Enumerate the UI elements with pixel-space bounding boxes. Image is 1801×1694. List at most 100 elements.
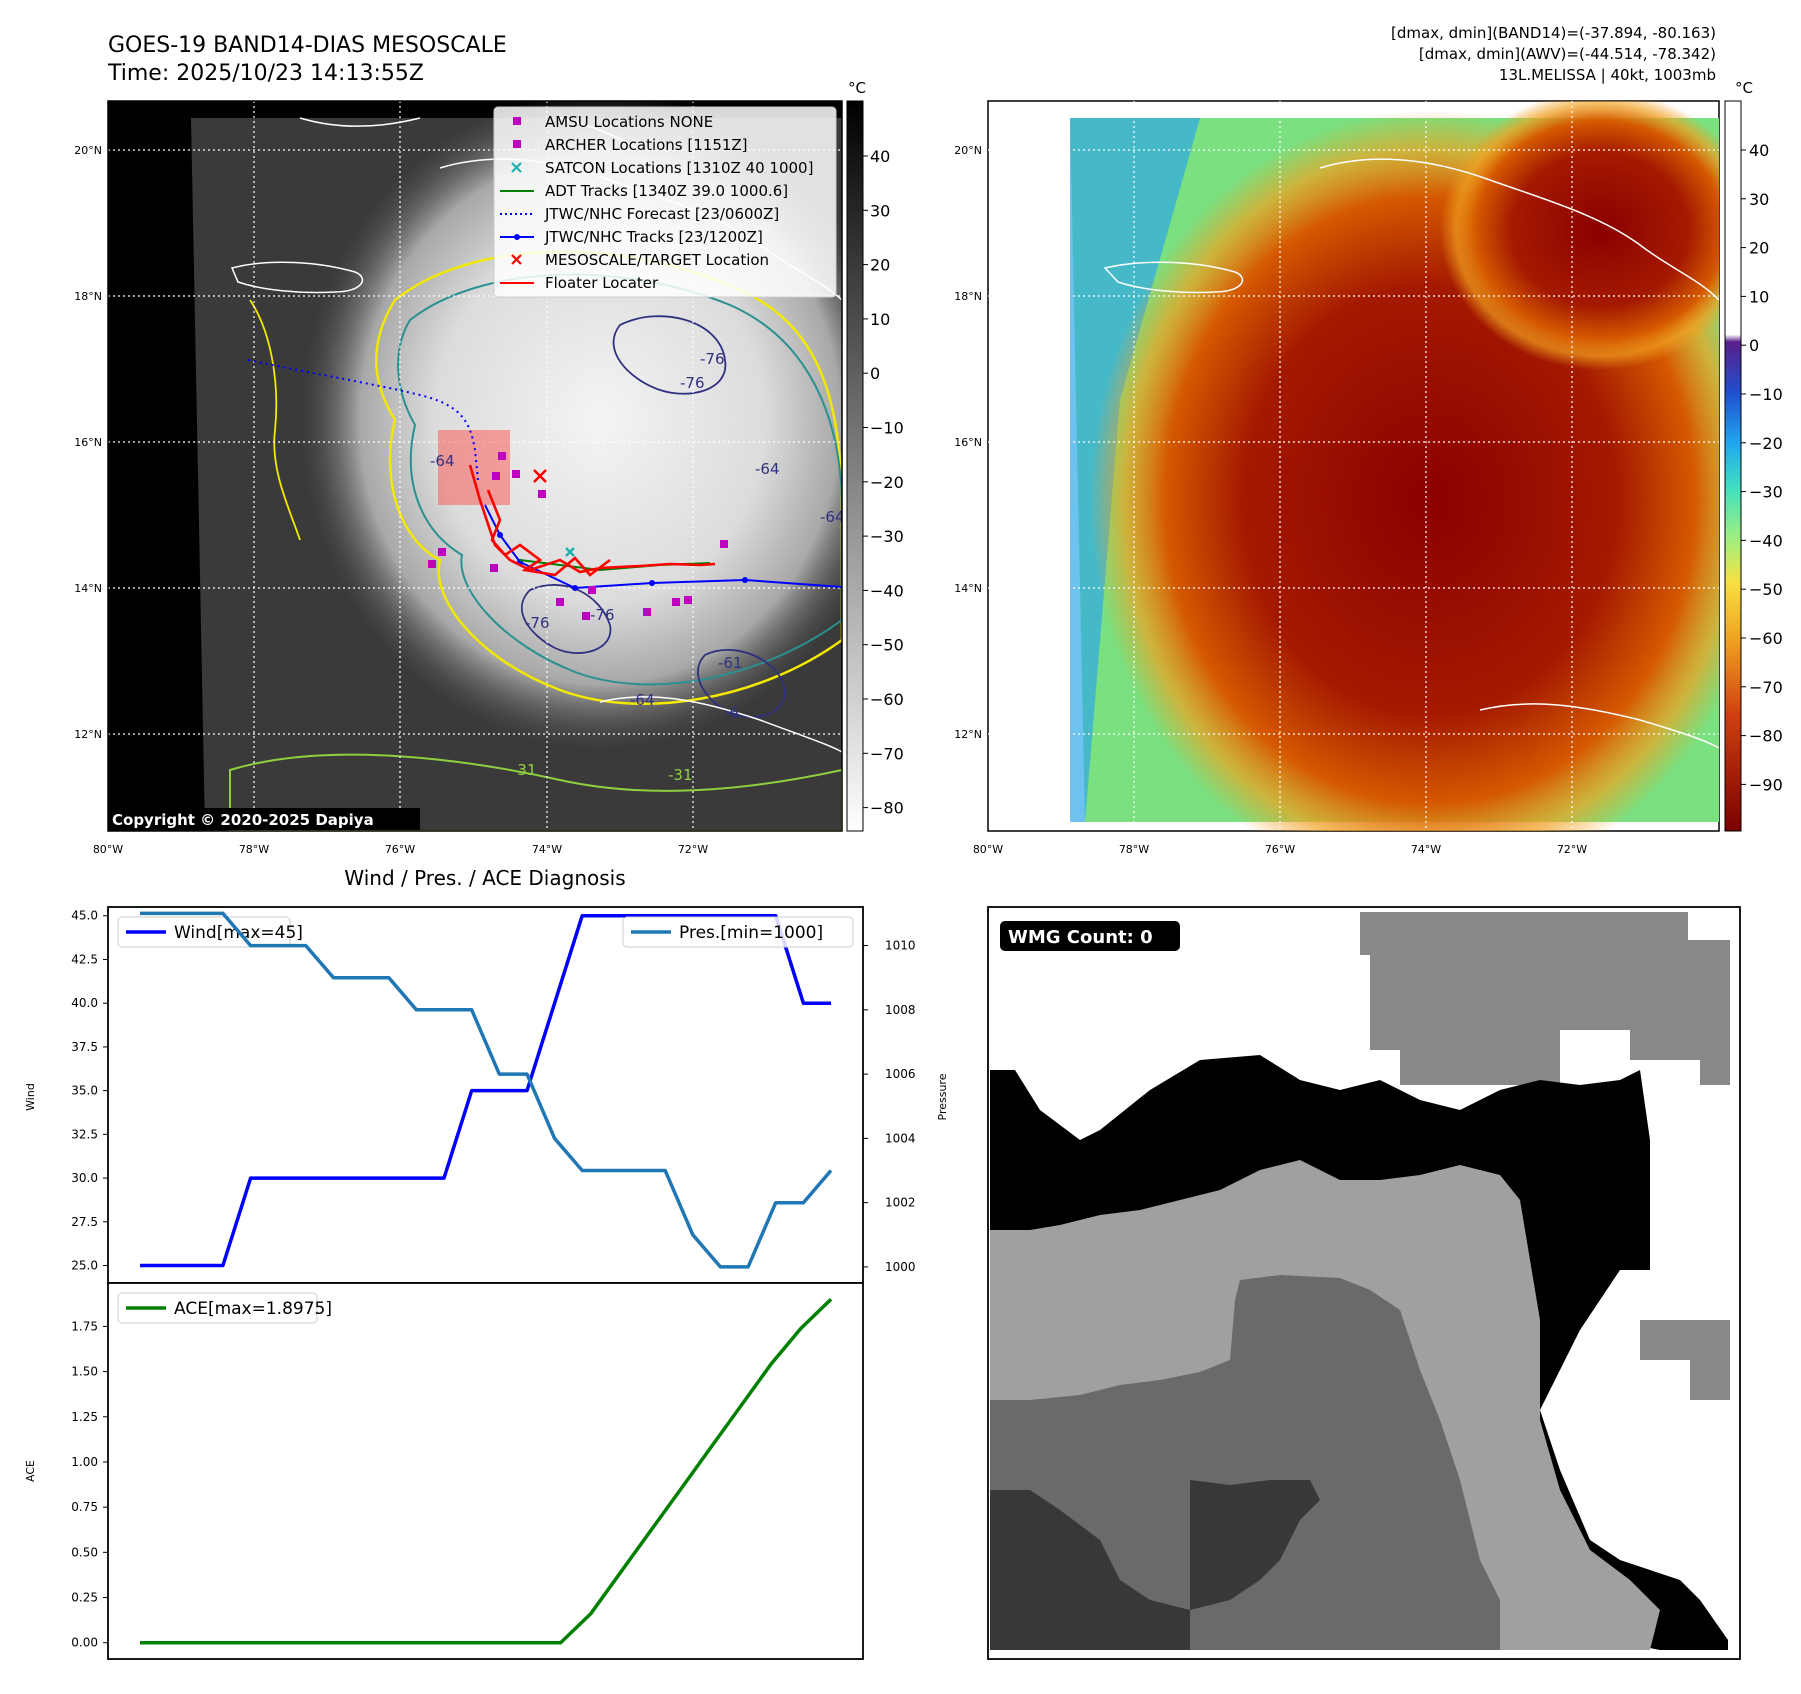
lon-tick-label: 78°W (1119, 843, 1149, 856)
contour-label: -64 (755, 460, 780, 478)
colorbar-tick-label: −30 (1749, 483, 1783, 502)
y-tick-label: 0.50 (71, 1545, 98, 1559)
legend-square-marker (513, 117, 521, 125)
series-line (140, 1298, 833, 1645)
colorbar-tick-label: −50 (870, 636, 904, 655)
colorbar-tick-label: −40 (1749, 531, 1783, 550)
contour-navy-1 (612, 315, 727, 395)
colorbar-tick-label: −10 (1749, 385, 1783, 404)
legend-entry: SATCON Locations [1310Z 40 1000] (511, 159, 813, 177)
y-tick-label: 0.75 (71, 1500, 98, 1514)
y-tick-label: 45.0 (71, 909, 98, 923)
y-tick-label: 0.00 (71, 1636, 98, 1650)
map-legend: AMSU Locations NONE ARCHER Locations [115… (493, 106, 837, 298)
y2-tick-label: 1008 (885, 1003, 916, 1017)
contour-label: -76 (590, 606, 615, 624)
chart-legend-label: ACE[max=1.8975] (174, 1299, 332, 1319)
coast-jamaica (230, 261, 364, 294)
colorbar-tick-label: −60 (870, 690, 904, 709)
legend-x-marker (511, 254, 522, 265)
legend-entry: AMSU Locations NONE (513, 113, 713, 131)
contour-label: -31 (512, 761, 537, 779)
y-tick-label: 1.00 (71, 1455, 98, 1469)
contour-label: -6 (724, 704, 739, 722)
legend-label: SATCON Locations [1310Z 40 1000] (545, 159, 813, 177)
contour-label-group: -64 -76 -76 -64 -64 -76 -76 -61 -64 -6 -… (430, 350, 845, 784)
lon-tick-label: 78°W (239, 843, 269, 856)
colorbar-tick-label: 0 (870, 364, 880, 383)
lat-tick-label: 14°N (74, 582, 102, 595)
y-tick-label: 40.0 (71, 996, 98, 1010)
ace-frame (107, 1282, 864, 1660)
lat-tick-label: 18°N (954, 290, 982, 303)
lon-tick-label: 80°W (93, 843, 123, 856)
contour-label: -31 (668, 766, 693, 784)
awv-colorbar-unit: °C (1735, 79, 1753, 97)
chart-legend: Wind[max=45] (117, 916, 303, 948)
colorbar-tick-label: −80 (870, 799, 904, 818)
colorbar-tick-label: 30 (1749, 190, 1769, 209)
lat-tick-label: 12°N (74, 728, 102, 741)
lat-tick-label: 20°N (74, 144, 102, 157)
legend-square-marker (513, 140, 521, 148)
lat-tick-label: 20°N (954, 144, 982, 157)
awv-coast-jamaica (1103, 261, 1244, 294)
satcon-marker (565, 547, 575, 557)
colorbar-tick-label: 20 (870, 256, 890, 275)
awv-west-dry (1070, 118, 1200, 822)
lat-tick-label: 16°N (74, 436, 102, 449)
y-tick-label: 25.0 (71, 1259, 98, 1273)
awv-range: [dmax, dmin](AWV)=(-44.514, -78.342) (1419, 45, 1716, 63)
colorbar-tick-label: −50 (1749, 580, 1783, 599)
chart-legend: Pres.[min=1000] (622, 916, 854, 948)
colorbar-tick-label: −90 (1749, 775, 1783, 794)
lon-tick-label: 72°W (678, 843, 708, 856)
contour-label: -76 (680, 374, 705, 392)
best-track-points (497, 532, 748, 591)
y-tick-label: 27.5 (71, 1215, 98, 1229)
legend-box (493, 106, 837, 298)
ir-map-panel: -64 -76 -76 -64 -64 -76 -76 -61 -64 -6 -… (107, 100, 845, 832)
chart-legend-box (622, 916, 854, 948)
y-tick-label: 30.0 (71, 1171, 98, 1185)
awv-colorbar-scale (1724, 100, 1742, 832)
legend-label: ARCHER Locations [1151Z] (545, 136, 748, 154)
wmg-region-darkest (990, 1480, 1320, 1650)
contour-navy-3 (697, 649, 786, 718)
lat-tick-label: 16°N (954, 436, 982, 449)
legend-entry: JTWC/NHC Forecast [23/0600Z] (500, 205, 779, 223)
figure-time: Time: 2025/10/23 14:13:55Z (107, 61, 424, 86)
awv-coast-south-america (1479, 703, 1719, 749)
ace-axis-label: ACE (24, 1460, 37, 1482)
archer-points (428, 452, 728, 620)
legend-entry: ARCHER Locations [1151Z] (513, 136, 748, 154)
y-tick-label: 1.25 (71, 1410, 98, 1424)
legend-label: MESOSCALE/TARGET Location (545, 251, 769, 269)
colorbar-tick-label: 10 (1749, 287, 1769, 306)
wmg-region-light-ne (1360, 912, 1730, 1085)
legend-entry: JTWC/NHC Tracks [23/1200Z] (500, 228, 763, 246)
legend-label: JTWC/NHC Forecast [23/0600Z] (544, 205, 779, 223)
y-tick-label: 1.75 (71, 1319, 98, 1333)
y-tick-label: 1.50 (71, 1365, 98, 1379)
wmg-region-east-patch (1640, 1320, 1730, 1400)
lon-tick-label: 74°W (532, 843, 562, 856)
y-tick-label: 0.25 (71, 1591, 98, 1605)
legend-entry: ADT Tracks [1340Z 39.0 1000.6] (500, 182, 788, 200)
contour-label: -76 (525, 614, 550, 632)
y-tick-label: 35.0 (71, 1084, 98, 1098)
band14-range: [dmax, dmin](BAND14)=(-37.894, -80.163) (1391, 24, 1716, 42)
colorbar-tick-label: −70 (1749, 678, 1783, 697)
copyright-box (108, 808, 420, 830)
floater-tracks (468, 464, 716, 577)
colorbar-tick-label: 40 (1749, 141, 1769, 160)
ir-colorbar-scale (846, 100, 864, 832)
lon-tick-label: 76°W (1265, 843, 1295, 856)
chart-legend: ACE[max=1.8975] (117, 1292, 332, 1324)
y-tick-label: 32.5 (71, 1127, 98, 1141)
legend-dot-marker (514, 234, 520, 240)
colorbar-tick-label: 10 (870, 310, 890, 329)
contour-label: -64 (820, 508, 845, 526)
y2-tick-label: 1010 (885, 939, 916, 953)
